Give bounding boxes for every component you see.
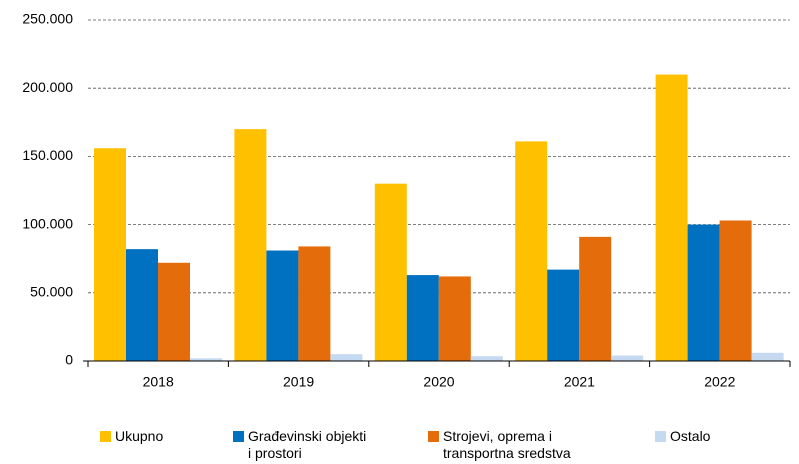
x-tick-label: 2019 <box>283 374 314 390</box>
y-tick-label: 100.000 <box>22 215 73 231</box>
legend-label: Ukupno <box>115 428 164 444</box>
bar <box>190 358 222 361</box>
y-tick-label: 250.000 <box>22 11 73 27</box>
bar <box>751 352 784 361</box>
bar <box>579 236 612 361</box>
bar <box>470 356 503 361</box>
bar <box>406 275 439 361</box>
bar <box>298 246 331 361</box>
bar <box>94 148 126 361</box>
x-tick-label: 2018 <box>143 374 174 390</box>
legend-swatch <box>428 431 439 442</box>
bar <box>266 250 299 361</box>
legend-label: Građevinski objekti i prostori <box>248 428 367 461</box>
x-tick-label: 2022 <box>704 374 735 390</box>
bar <box>374 183 407 361</box>
legend-swatch <box>233 431 244 442</box>
bar <box>687 224 720 361</box>
bar <box>611 355 644 361</box>
legend-item: Građevinski objekti i prostori <box>233 428 368 462</box>
bar <box>547 269 580 361</box>
bar <box>330 354 363 361</box>
legend-item: Ukupno <box>100 428 205 445</box>
legend-label: Strojevi, oprema i transportna sredstva <box>443 428 571 461</box>
bar <box>515 141 548 361</box>
x-tick-label: 2020 <box>423 374 454 390</box>
legend-item: Ostalo <box>655 428 760 445</box>
bar <box>719 220 752 361</box>
bar <box>126 249 158 361</box>
legend-item: Strojevi, oprema i transportna sredstva <box>428 428 583 462</box>
y-tick-label: 50.000 <box>30 284 73 300</box>
y-tick-label: 150.000 <box>22 147 73 163</box>
y-tick-label: 0 <box>65 352 73 368</box>
bar <box>234 129 267 361</box>
bar <box>158 262 190 361</box>
x-tick-label: 2021 <box>564 374 595 390</box>
y-tick-label: 200.000 <box>22 79 73 95</box>
legend-swatch <box>100 431 111 442</box>
legend-swatch <box>655 431 666 442</box>
bar <box>438 276 471 361</box>
legend-label: Ostalo <box>670 428 711 444</box>
bar <box>655 74 688 361</box>
